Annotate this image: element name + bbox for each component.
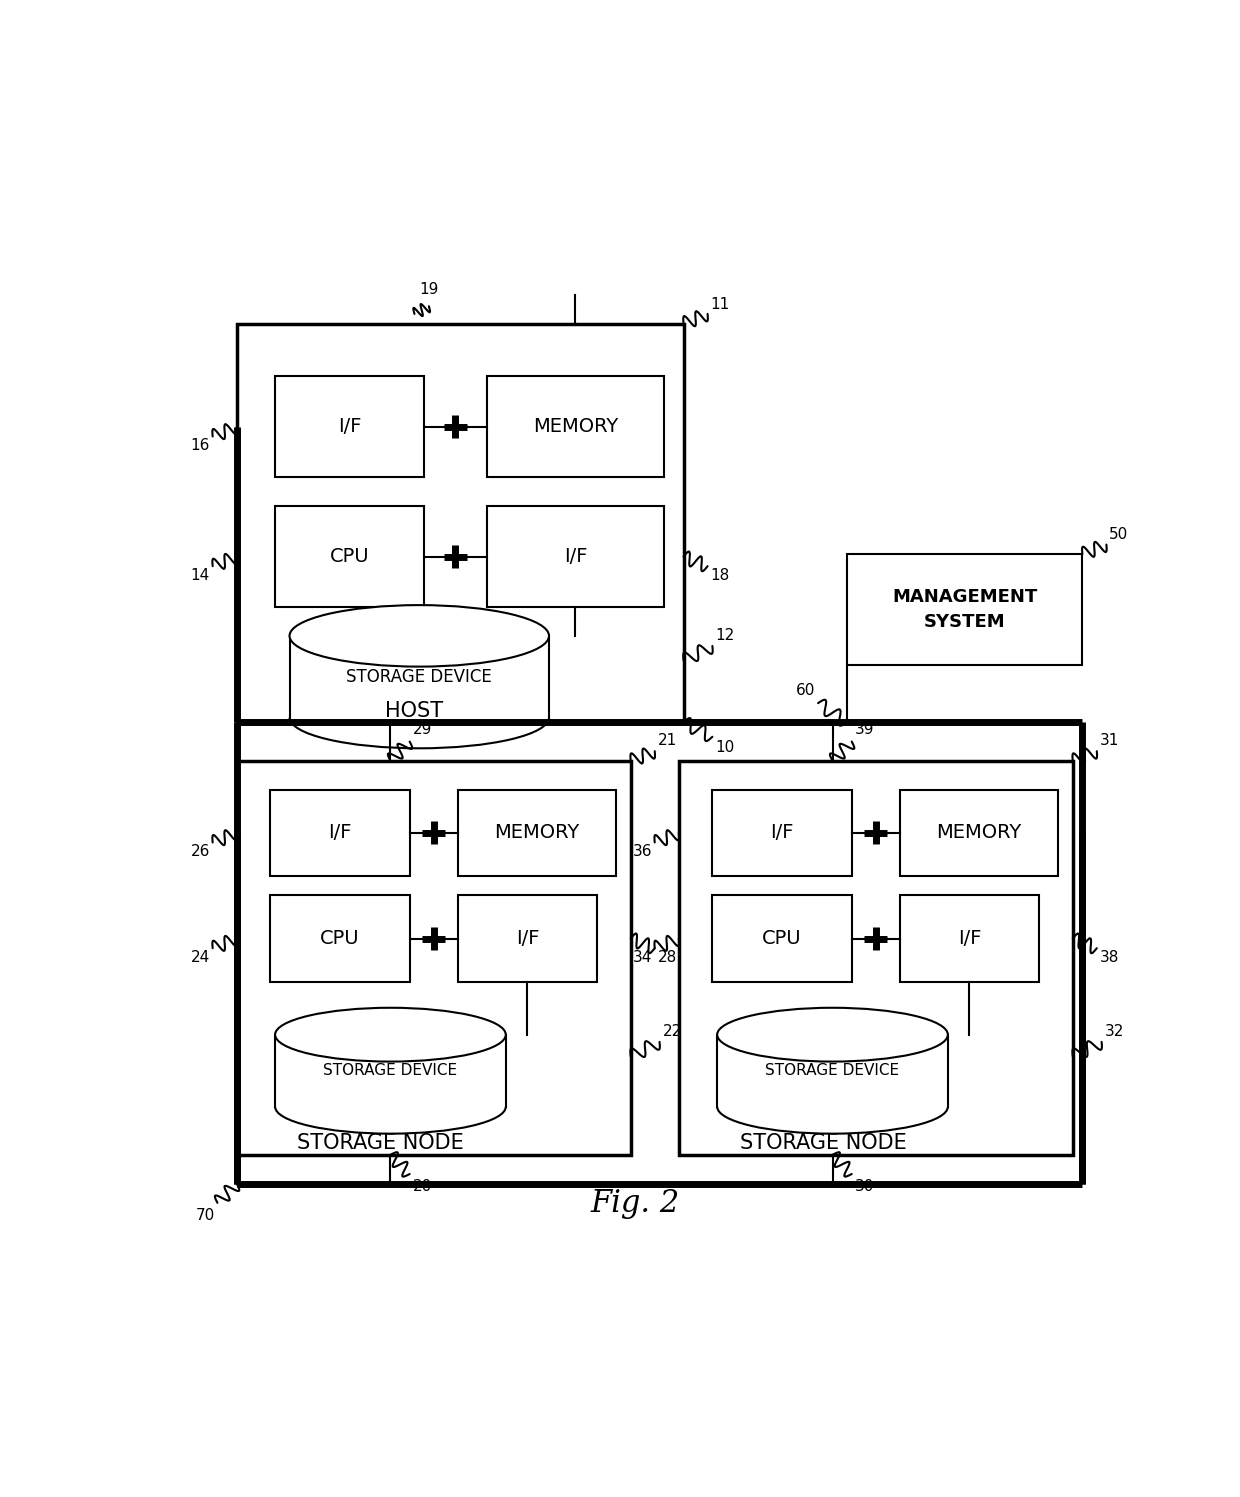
- Bar: [717, 1034, 947, 1106]
- Bar: [900, 895, 1039, 982]
- Bar: [270, 895, 409, 982]
- Text: I/F: I/F: [337, 418, 361, 436]
- Text: 24: 24: [191, 951, 210, 966]
- Text: 18: 18: [711, 567, 729, 584]
- Text: I/F: I/F: [516, 930, 539, 948]
- Bar: [900, 789, 1058, 876]
- Text: MEMORY: MEMORY: [495, 823, 579, 843]
- Text: I/F: I/F: [957, 930, 981, 948]
- Text: I/F: I/F: [329, 823, 352, 843]
- Bar: [270, 789, 409, 876]
- Text: STORAGE DEVICE: STORAGE DEVICE: [346, 668, 492, 686]
- Text: 39: 39: [854, 722, 874, 737]
- Text: STORAGE DEVICE: STORAGE DEVICE: [765, 1063, 899, 1078]
- Bar: [486, 376, 665, 478]
- Text: 32: 32: [1105, 1024, 1123, 1039]
- Ellipse shape: [290, 605, 549, 666]
- Text: 70: 70: [196, 1208, 215, 1223]
- Text: 50: 50: [1110, 527, 1128, 542]
- Text: 19: 19: [419, 281, 439, 296]
- Bar: [678, 760, 1073, 1154]
- Text: 60: 60: [796, 683, 815, 698]
- Ellipse shape: [275, 1007, 506, 1061]
- Text: 20: 20: [413, 1178, 432, 1193]
- Bar: [275, 506, 424, 606]
- Text: 38: 38: [1100, 951, 1118, 966]
- Bar: [458, 895, 596, 982]
- Text: MEMORY: MEMORY: [533, 418, 618, 436]
- Bar: [275, 376, 424, 478]
- Text: 12: 12: [715, 629, 734, 644]
- Bar: [847, 554, 1083, 665]
- Text: 21: 21: [657, 734, 677, 748]
- Text: 29: 29: [413, 722, 432, 737]
- Bar: [486, 506, 665, 606]
- Text: 34: 34: [632, 951, 652, 966]
- Text: STORAGE NODE: STORAGE NODE: [739, 1133, 906, 1153]
- Text: STORAGE DEVICE: STORAGE DEVICE: [324, 1063, 458, 1078]
- Text: 36: 36: [632, 844, 652, 859]
- Bar: [290, 636, 549, 717]
- Bar: [237, 760, 631, 1154]
- Text: 10: 10: [715, 740, 734, 754]
- Bar: [237, 323, 683, 723]
- Text: 30: 30: [854, 1178, 874, 1193]
- Text: HOST: HOST: [386, 701, 444, 722]
- Text: MEMORY: MEMORY: [936, 823, 1022, 843]
- Text: Fig. 2: Fig. 2: [591, 1189, 680, 1219]
- Text: 16: 16: [191, 439, 210, 454]
- Text: 26: 26: [191, 844, 210, 859]
- Text: 22: 22: [662, 1024, 682, 1039]
- Text: MANAGEMENT
SYSTEM: MANAGEMENT SYSTEM: [892, 588, 1038, 630]
- Text: 31: 31: [1100, 734, 1118, 748]
- Text: 28: 28: [657, 951, 677, 966]
- Text: CPU: CPU: [330, 546, 370, 566]
- Text: STORAGE NODE: STORAGE NODE: [298, 1133, 464, 1153]
- Bar: [712, 895, 852, 982]
- Text: 14: 14: [191, 567, 210, 584]
- Text: I/F: I/F: [564, 546, 588, 566]
- Bar: [712, 789, 852, 876]
- Text: 11: 11: [711, 296, 729, 311]
- Text: I/F: I/F: [770, 823, 794, 843]
- Bar: [458, 789, 616, 876]
- Bar: [275, 1034, 506, 1106]
- Text: CPU: CPU: [320, 930, 360, 948]
- Ellipse shape: [717, 1007, 947, 1061]
- Text: CPU: CPU: [763, 930, 802, 948]
